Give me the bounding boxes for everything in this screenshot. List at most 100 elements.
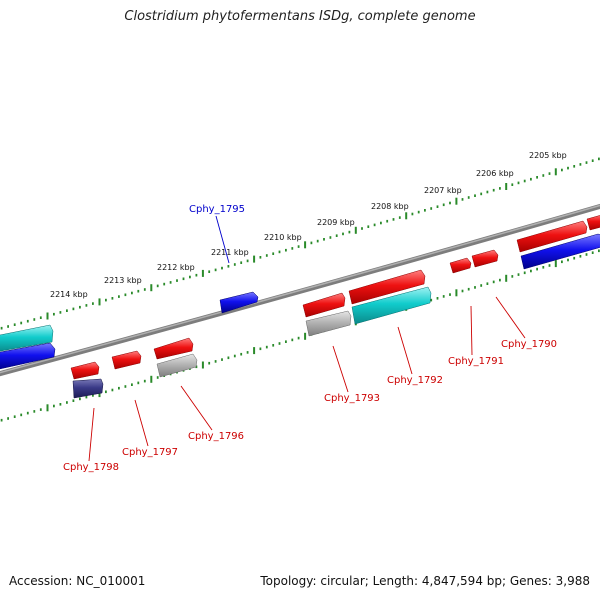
ruler-lower-minor-tick (33, 410, 36, 413)
gene-label[interactable]: Cphy_1796 (188, 431, 244, 442)
gene-label[interactable]: Cphy_1790 (501, 339, 557, 350)
ruler-label: 2214 kbp (50, 290, 88, 299)
ruler-upper-minor-tick (536, 176, 538, 179)
ruler-upper-minor-tick (361, 227, 363, 230)
ruler-upper-minor-tick (342, 232, 344, 236)
ruler-lower-minor-tick (143, 379, 146, 383)
gene-feature-red[interactable] (516, 220, 588, 253)
ruler-lower-major-tick (253, 347, 256, 355)
ruler-upper-minor-tick (72, 307, 75, 311)
ruler-upper-major-tick (554, 168, 557, 176)
ruler-upper-minor-tick (467, 196, 470, 199)
ruler-upper-minor-tick (131, 291, 133, 295)
gene-feature-red[interactable] (302, 292, 346, 318)
ruler-lower-minor-tick (523, 271, 526, 275)
ruler-lower-minor-tick (480, 284, 483, 287)
ruler-upper-minor-tick (398, 216, 401, 219)
ruler-upper-minor-tick (7, 325, 9, 328)
ruler-lower-minor-tick (7, 417, 9, 420)
gene-feature-red[interactable] (348, 269, 426, 305)
gene-feature-red[interactable] (153, 337, 194, 360)
ruler-upper-minor-tick (316, 239, 319, 243)
ruler-lower-minor-tick (548, 264, 551, 267)
ruler-lower-minor-tick (536, 267, 538, 271)
ruler-lower-minor-tick (105, 390, 107, 394)
ruler-lower-minor-tick (579, 255, 582, 258)
ruler-label: 2210 kbp (264, 233, 302, 242)
ruler-lower-minor-tick (461, 289, 464, 293)
ruler-upper-minor-tick (449, 201, 451, 205)
gene-feature-red[interactable] (586, 214, 600, 231)
label-leader-lines (88, 215, 526, 462)
ruler-upper-minor-tick (118, 295, 120, 298)
gene-feature-blue[interactable] (520, 233, 600, 270)
ruler-lower-minor-tick (442, 295, 445, 298)
ruler-lower-major-tick (150, 375, 153, 383)
ruler-upper-major-tick (150, 284, 153, 292)
ruler-upper-minor-tick (33, 318, 36, 321)
leader-line (495, 296, 526, 339)
gene-label[interactable]: Cphy_1798 (63, 462, 119, 473)
ruler-upper-minor-tick (240, 261, 243, 264)
ruler-lower-major-tick (554, 260, 557, 268)
ruler-lower-major-tick (46, 404, 49, 412)
gene-feature-blue[interactable] (219, 291, 259, 314)
ruler-lower-minor-tick (567, 258, 569, 262)
gene-feature-red[interactable] (471, 249, 499, 268)
ruler-upper-minor-tick (411, 212, 414, 216)
ruler-lower-minor-tick (430, 298, 433, 302)
topology-text: Topology: circular; Length: 4,847,594 bp… (260, 574, 590, 588)
ruler-upper-minor-tick (53, 312, 55, 316)
ruler-upper-minor-tick (585, 161, 588, 164)
lower-track-features (70, 286, 432, 399)
gene-feature-red[interactable] (449, 257, 472, 274)
gene-label[interactable]: Cphy_1791 (448, 356, 504, 367)
leader-line (332, 345, 349, 393)
ruler-lower-minor-tick (585, 253, 588, 256)
gene-label[interactable]: Cphy_1793 (324, 393, 380, 404)
ruler-lower-minor-tick (591, 251, 594, 254)
ruler-upper-minor-tick (548, 172, 551, 175)
genome-backbone-highlight (0, 204, 600, 374)
gene-feature-navy[interactable] (72, 378, 104, 399)
gene-feature-red[interactable] (70, 361, 100, 380)
ruler-lower-minor-tick (92, 394, 94, 397)
ruler-upper-major-tick (354, 226, 357, 234)
ruler-upper-minor-tick (474, 194, 476, 197)
ruler-upper-minor-tick (335, 234, 338, 237)
ruler-label: 2205 kbp (529, 151, 567, 160)
ruler-lower-minor-tick (511, 275, 514, 278)
ruler-upper-minor-tick (530, 177, 532, 181)
ruler-upper-minor-tick (272, 252, 275, 255)
ruler-upper-minor-tick (561, 168, 563, 172)
ruler-label: 2209 kbp (317, 218, 355, 227)
ruler-lower-minor-tick (227, 356, 230, 360)
gene-label[interactable]: Cphy_1792 (387, 375, 443, 386)
ruler-upper-minor-tick (66, 309, 68, 312)
ruler-lower-minor-tick (561, 260, 563, 264)
ruler-lower-minor-tick (246, 351, 249, 354)
ruler-lower-minor-tick (0, 418, 3, 422)
leader-line (397, 326, 413, 375)
ruler-lower-minor-tick (598, 249, 600, 253)
ruler-upper-minor-tick (233, 263, 236, 266)
gene-label[interactable]: Cphy_1795 (189, 204, 245, 215)
ruler-lower-minor-tick (156, 376, 159, 379)
ruler-upper-minor-tick (176, 279, 178, 282)
ruler-upper-minor-tick (195, 273, 198, 277)
gene-feature-cyan[interactable] (0, 324, 54, 352)
gene-feature-cyan[interactable] (351, 286, 432, 325)
ruler-lower-minor-tick (118, 386, 120, 390)
ruler-upper-minor-tick (246, 259, 249, 263)
gene-feature-gray[interactable] (305, 310, 352, 337)
gene-feature-red[interactable] (111, 350, 142, 370)
gene-label[interactable]: Cphy_1797 (122, 447, 178, 458)
ruler-lower-minor-tick (278, 342, 281, 345)
ruler-lower-minor-tick (20, 413, 23, 417)
gene-feature-blue[interactable] (0, 342, 56, 370)
ruler-upper-minor-tick (13, 323, 16, 326)
gene-feature-gray[interactable] (156, 353, 198, 378)
ruler-upper-minor-tick (182, 277, 185, 281)
ruler-lower-minor-tick (573, 256, 576, 260)
